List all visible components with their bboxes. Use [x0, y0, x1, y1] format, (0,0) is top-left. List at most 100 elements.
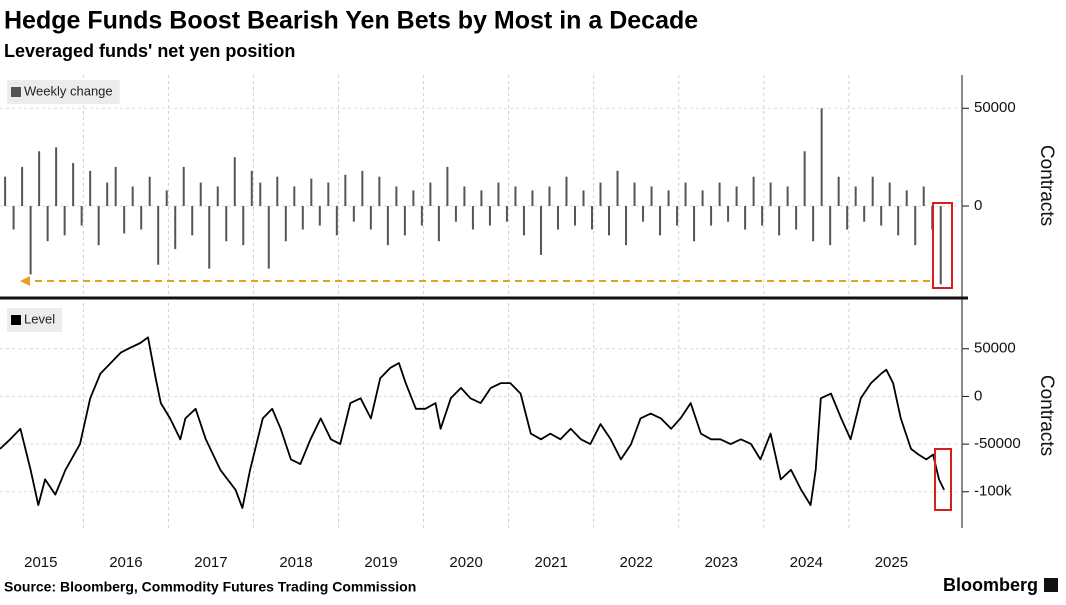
bar: [437, 206, 440, 242]
bar: [761, 206, 764, 226]
y-tick-label: -100k: [974, 483, 1012, 500]
bar: [216, 186, 219, 207]
source: Source: Bloomberg, Commodity Futures Tra…: [4, 579, 416, 595]
line: [0, 336, 945, 509]
bar: [21, 166, 24, 207]
bar: [667, 190, 670, 207]
bar: [608, 206, 611, 236]
x-tick-label: 2017: [194, 554, 227, 571]
bar: [701, 190, 704, 207]
bar: [318, 206, 321, 226]
bar: [123, 206, 126, 234]
bar: [293, 186, 296, 207]
bar: [63, 206, 66, 236]
brand: Bloomberg: [943, 575, 1038, 595]
bar: [463, 186, 466, 207]
bar: [812, 206, 815, 242]
bar: [659, 206, 662, 236]
x-tick-label: 2019: [364, 554, 397, 571]
bar: [939, 206, 942, 285]
legend-swatch: [11, 315, 21, 325]
bar: [871, 176, 874, 207]
bar: [106, 182, 109, 207]
x-tick-label: 2024: [790, 554, 823, 571]
bar: [242, 206, 245, 246]
bar: [735, 186, 738, 207]
bar: [727, 206, 730, 222]
bar: [148, 176, 151, 207]
bar: [276, 176, 279, 207]
bar: [922, 186, 925, 207]
bar: [803, 151, 806, 207]
bar: [829, 206, 832, 246]
bar: [12, 206, 15, 230]
x-tick-label: 2016: [109, 554, 142, 571]
bar: [182, 166, 185, 207]
bar: [897, 206, 900, 236]
bar: [403, 206, 406, 236]
bar: [165, 190, 168, 207]
bar: [837, 176, 840, 207]
highlight-box: [934, 448, 952, 511]
bar: [174, 206, 177, 250]
legend-label: Weekly change: [24, 83, 113, 98]
bar: [599, 182, 602, 207]
bar: [4, 176, 7, 207]
bar: [514, 186, 517, 207]
x-tick-label: 2020: [449, 554, 482, 571]
chart-subtitle: Leveraged funds' net yen position: [4, 41, 295, 61]
y-tick-label: 50000: [974, 340, 1016, 357]
y-tick-label: 50000: [974, 99, 1016, 116]
bar: [89, 170, 92, 207]
bar: [633, 182, 636, 207]
bar: [846, 206, 849, 230]
bar: [225, 206, 228, 242]
bar: [327, 182, 330, 207]
bar: [335, 206, 338, 236]
bar: [310, 178, 313, 207]
bar: [616, 170, 619, 207]
bar: [420, 206, 423, 226]
bar: [914, 206, 917, 246]
bar: [888, 182, 891, 207]
brand-icon: [1044, 578, 1058, 592]
bar: [531, 190, 534, 207]
bar: [97, 206, 100, 246]
bar: [233, 157, 236, 207]
bar: [369, 206, 372, 230]
y-axis-label: Contracts: [1036, 375, 1057, 456]
legend: Weekly change: [7, 80, 120, 104]
x-tick-label: 2015: [24, 554, 57, 571]
highlight-box: [932, 202, 953, 289]
bar: [46, 206, 49, 242]
bar: [684, 182, 687, 207]
bar: [429, 182, 432, 207]
bar: [744, 206, 747, 230]
bar: [157, 206, 160, 265]
bar: [820, 108, 823, 207]
bar: [548, 186, 551, 207]
bar: [131, 186, 134, 207]
bar: [446, 166, 449, 207]
bar: [497, 182, 500, 207]
bar: [710, 206, 713, 226]
legend: Level: [7, 308, 63, 332]
bar: [454, 206, 457, 222]
bar: [591, 206, 593, 230]
bar: [905, 190, 908, 207]
bar: [38, 151, 41, 207]
bar: [412, 190, 415, 207]
bar: [72, 163, 75, 207]
bar: [471, 206, 474, 230]
bar: [29, 206, 32, 275]
bar: [267, 206, 270, 269]
bar: [854, 186, 857, 207]
bar: [114, 166, 117, 207]
x-tick-label: 2025: [875, 554, 908, 571]
bar: [208, 206, 211, 269]
legend-box: [7, 80, 120, 104]
bar: [480, 190, 483, 207]
bar: [565, 176, 568, 207]
legend-label: Level: [24, 311, 55, 326]
